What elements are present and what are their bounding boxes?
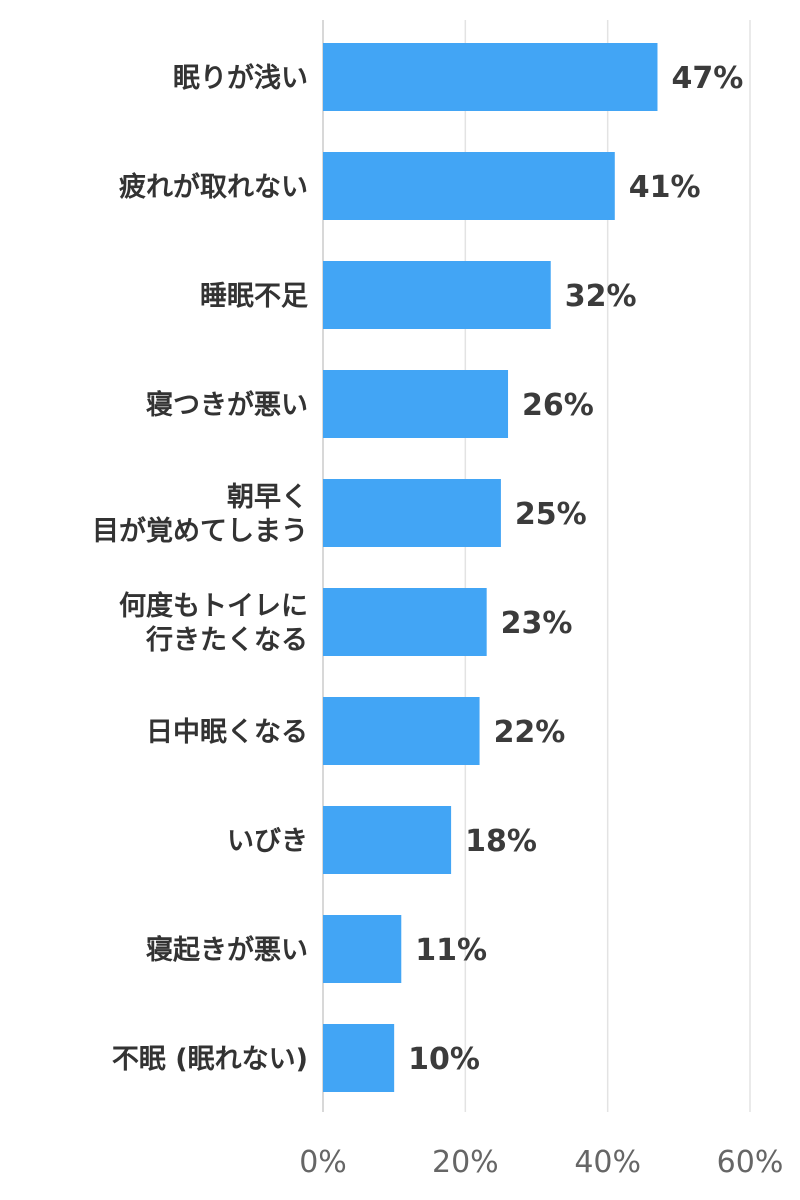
category-label: 目が覚めてしまう <box>92 515 308 547</box>
x-tick-label: 0% <box>299 1145 347 1180</box>
bar <box>323 915 402 983</box>
category-label: 寝つきが悪い <box>146 389 308 421</box>
bar <box>323 152 615 220</box>
bar <box>323 370 509 438</box>
category-label: 何度もトイレに <box>119 590 308 622</box>
value-labels: 47% 41% 32% 26% 25% 23% 22% 18% 11% 10% <box>408 61 743 1077</box>
data-label: 25% <box>515 497 587 532</box>
data-label: 47% <box>671 61 743 96</box>
category-label: 日中眠くなる <box>146 717 308 748</box>
x-axis-tick-labels: 0% 20% 40% 60% <box>299 1145 783 1180</box>
data-label: 10% <box>408 1042 480 1077</box>
x-tick-label: 60% <box>717 1145 784 1180</box>
data-label: 11% <box>415 933 487 968</box>
category-label: 眠りが浅い <box>173 62 308 94</box>
category-labels: 眠りが浅い疲れが取れない睡眠不足寝つきが悪い朝早く目が覚めてしまう何度もトイレに… <box>92 62 308 1075</box>
data-label: 26% <box>522 388 594 423</box>
bar <box>323 479 501 547</box>
category-label: 寝起きが悪い <box>146 934 308 966</box>
category-label: 疲れが取れない <box>119 171 308 203</box>
bar <box>323 697 480 765</box>
data-label: 41% <box>629 170 701 205</box>
data-label: 23% <box>501 606 573 641</box>
bar <box>323 806 452 874</box>
bar <box>323 1024 395 1092</box>
category-label: 睡眠不足 <box>200 281 308 312</box>
x-tick-label: 40% <box>574 1145 641 1180</box>
data-label: 22% <box>494 715 566 750</box>
x-tick-label: 20% <box>432 1145 499 1180</box>
category-label: いびき <box>227 826 308 857</box>
bar <box>323 261 551 329</box>
data-label: 32% <box>565 279 637 314</box>
category-label: 朝早く <box>227 482 308 513</box>
data-label: 18% <box>465 824 537 859</box>
category-label: 行きたくなる <box>145 624 308 656</box>
category-label: 不眠 (眠れない) <box>112 1044 308 1075</box>
bars <box>323 43 658 1092</box>
bar <box>323 588 487 656</box>
bar <box>323 43 658 111</box>
